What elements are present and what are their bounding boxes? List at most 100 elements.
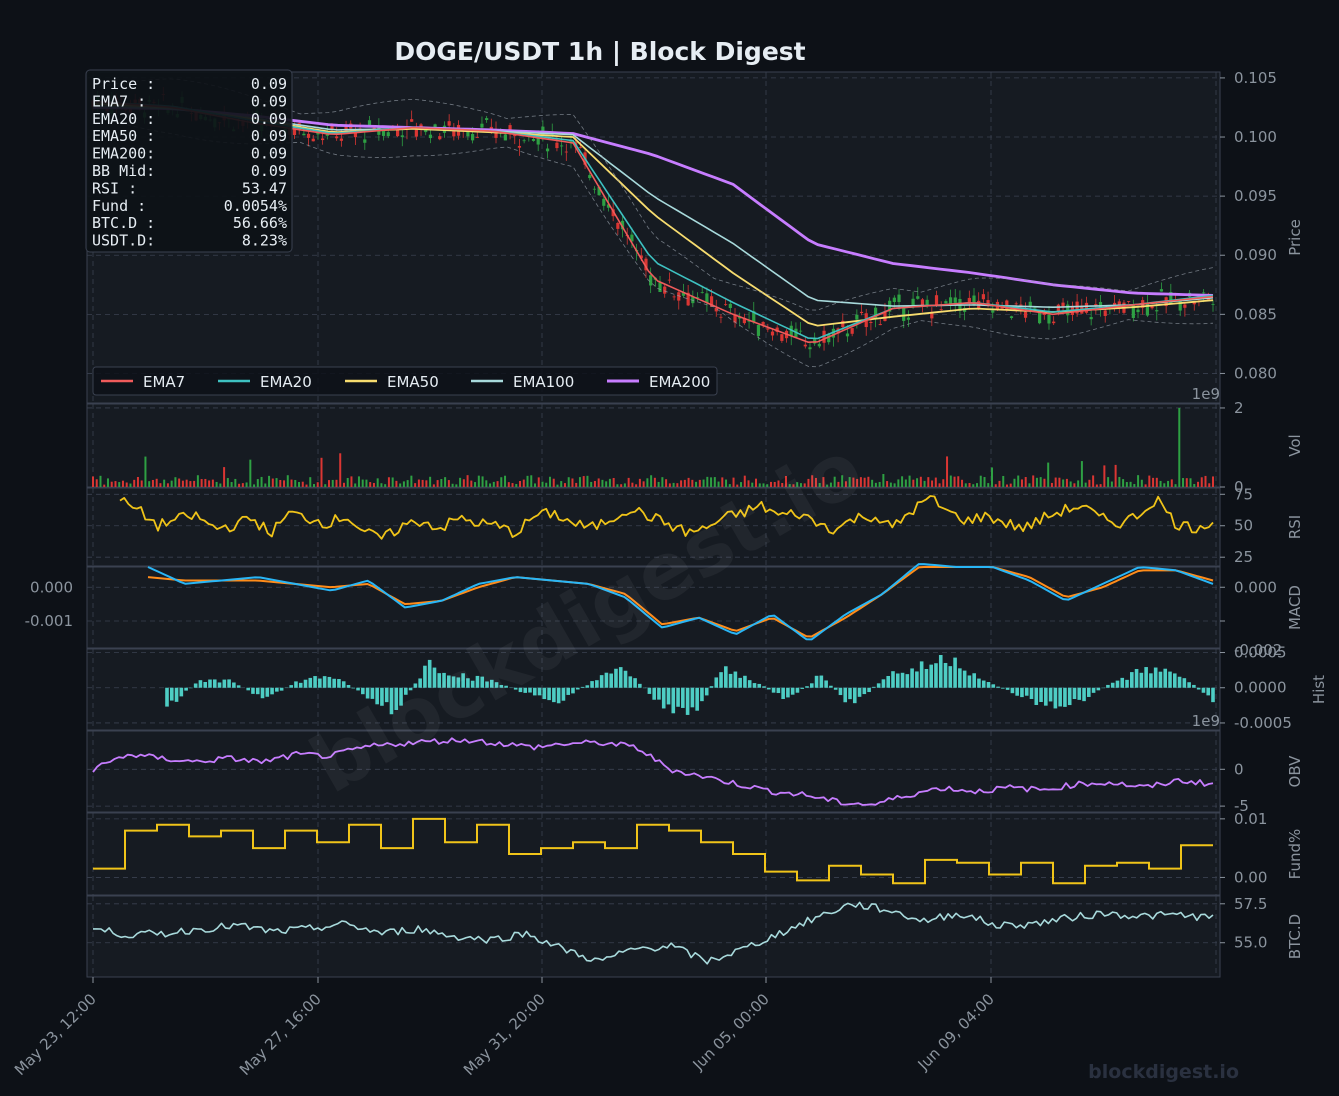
volume-bar: [732, 477, 735, 487]
candle-body: [452, 128, 456, 137]
candle-body: [1084, 302, 1089, 313]
volume-bar: [241, 483, 244, 487]
hist-bar: [743, 675, 747, 688]
volume-bar: [578, 477, 581, 487]
volume-bar: [346, 477, 349, 487]
volume-bar: [1148, 475, 1151, 487]
candle-body: [1042, 313, 1046, 315]
hist-bar: [819, 675, 824, 688]
candle-body: [925, 299, 929, 305]
hist-bar: [389, 687, 394, 715]
candle-body: [841, 320, 845, 328]
hist-bar: [1201, 687, 1206, 693]
volume-bar: [429, 476, 432, 487]
hist-bar: [623, 670, 628, 688]
candle-body: [353, 130, 358, 138]
candle-body: [934, 295, 939, 306]
hist-bar: [953, 657, 957, 688]
hist-bar: [895, 673, 900, 688]
hist-bar: [1010, 687, 1015, 694]
candle-body: [1127, 301, 1131, 302]
candle-body: [302, 133, 306, 136]
volume-bar: [537, 477, 540, 487]
hist-bar: [1034, 687, 1039, 705]
volume-bar: [1020, 479, 1023, 487]
volume-bar: [1137, 475, 1140, 487]
series-obv: [92, 737, 1214, 806]
candle-body: [466, 131, 470, 137]
candle-body: [967, 297, 971, 304]
volume-bar: [916, 478, 919, 487]
legend-label-ema20: EMA20: [260, 373, 312, 391]
hist-bar: [881, 679, 886, 688]
volume-bar: [500, 477, 503, 487]
hist-bar: [212, 679, 217, 688]
volume-bar: [170, 480, 173, 487]
volume-bar: [586, 475, 589, 487]
volume-bar: [1024, 477, 1027, 487]
hist-bar: [485, 681, 489, 688]
candle-body: [335, 136, 339, 139]
legend-label-ema7: EMA7: [143, 373, 185, 391]
panel-btcd: 55.0 57.5 BTC.D: [86, 895, 1304, 978]
candle-body: [620, 220, 625, 230]
legend: EMA7 EMA20 EMA50 EMA100 EMA200: [92, 366, 718, 396]
volume-bar: [822, 477, 825, 487]
hist-bar: [1077, 687, 1082, 700]
volume-bar: [245, 482, 248, 487]
info-value-7: 0.0054%: [224, 197, 287, 215]
volume-bar: [335, 479, 338, 487]
volume-bar: [762, 483, 765, 487]
hist-bar: [1182, 678, 1187, 688]
volume-bar: [683, 479, 686, 487]
volume-bar: [118, 482, 121, 487]
hist-offset-text: 1e9: [1192, 712, 1220, 730]
volume-bar: [627, 477, 630, 487]
hist-bar: [948, 666, 953, 688]
volume-bar: [133, 479, 136, 487]
volume-bar: [927, 477, 930, 487]
hist-bar: [571, 687, 575, 694]
candle-body: [545, 148, 550, 152]
hist-bar: [633, 678, 637, 688]
hist-bar: [1058, 687, 1062, 707]
candle-body: [761, 322, 765, 325]
candle-body: [1145, 303, 1149, 316]
hist-bar: [470, 680, 475, 688]
hist-ytick-label-1: 0.0000: [1234, 679, 1287, 697]
volume-bar: [904, 479, 907, 487]
volume-bar: [1095, 484, 1098, 487]
obv-ylabel: OBV: [1286, 755, 1304, 788]
volume-bar: [889, 482, 892, 487]
volume-bar: [676, 483, 679, 487]
candle-body: [1094, 304, 1098, 306]
info-value-6: 53.47: [242, 179, 287, 197]
hist-bar: [1029, 687, 1034, 699]
volume-bar: [1163, 483, 1166, 487]
volume-bar: [1167, 480, 1170, 487]
obv-frame: [86, 730, 1221, 813]
hist-bar: [795, 687, 800, 693]
volume-bar: [279, 479, 282, 487]
candle-body: [1023, 311, 1028, 318]
volume-bar: [1103, 465, 1106, 487]
volume-bar: [309, 477, 312, 487]
info-value-2: 0.09: [251, 110, 287, 128]
volume-bar: [219, 483, 222, 487]
volume-bar: [575, 482, 578, 487]
hist-bar: [724, 666, 728, 688]
hist-bars: [165, 655, 1215, 715]
hist-bar: [595, 680, 599, 688]
volume-bar: [1189, 478, 1192, 487]
info-label-1: EMA7 :: [92, 92, 146, 110]
candle-body: [1061, 302, 1065, 308]
volume-bar: [661, 477, 664, 487]
hist-bar: [709, 686, 714, 688]
candle-body: [1075, 301, 1079, 314]
volume-bar: [526, 475, 529, 487]
hist-bar: [647, 687, 652, 694]
hist-bar: [1120, 677, 1125, 688]
hist-bar: [1005, 687, 1010, 690]
volume-bar: [818, 483, 821, 487]
info-label-0: Price :: [92, 75, 155, 93]
